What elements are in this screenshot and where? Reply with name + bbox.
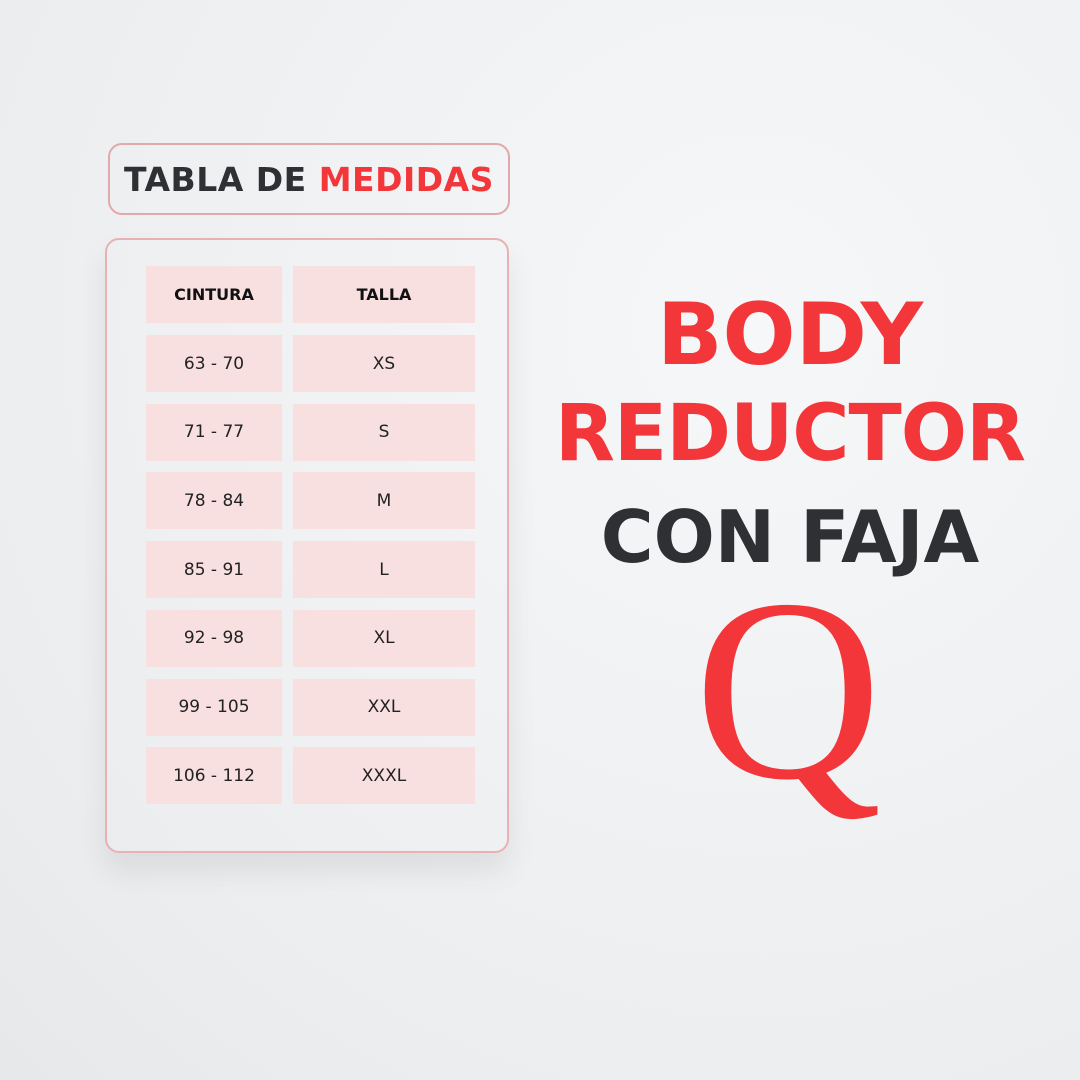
cell-cintura: 99 - 105 bbox=[146, 678, 282, 736]
cell-cintura: 71 - 77 bbox=[146, 403, 282, 461]
cell-talla: M bbox=[293, 472, 475, 530]
column-header-cintura: CINTURA bbox=[146, 266, 282, 323]
cell-talla: XXXL bbox=[293, 747, 475, 805]
product-line3: CON FAJA bbox=[600, 495, 980, 579]
cell-talla: XS bbox=[293, 335, 475, 392]
cell-talla: S bbox=[293, 403, 475, 461]
cell-talla: XL bbox=[293, 609, 475, 667]
title-part2: MEDIDAS bbox=[318, 159, 494, 199]
cell-talla: L bbox=[293, 541, 475, 599]
title-part1: TABLA DE bbox=[124, 159, 307, 199]
brand-logo-q: Q bbox=[694, 546, 882, 834]
cell-cintura: 92 - 98 bbox=[146, 609, 282, 667]
title-box: TABLA DE MEDIDAS bbox=[108, 143, 510, 215]
product-line1: BODY bbox=[656, 285, 924, 385]
cell-talla: XXL bbox=[293, 678, 475, 736]
product-line2: REDUCTOR bbox=[554, 389, 1026, 479]
column-header-talla: TALLA bbox=[293, 266, 475, 323]
cell-cintura: 78 - 84 bbox=[146, 472, 282, 530]
cell-cintura: 63 - 70 bbox=[146, 335, 282, 392]
cell-cintura: 106 - 112 bbox=[146, 747, 282, 805]
cell-cintura: 85 - 91 bbox=[146, 541, 282, 599]
size-table-card bbox=[105, 238, 509, 853]
